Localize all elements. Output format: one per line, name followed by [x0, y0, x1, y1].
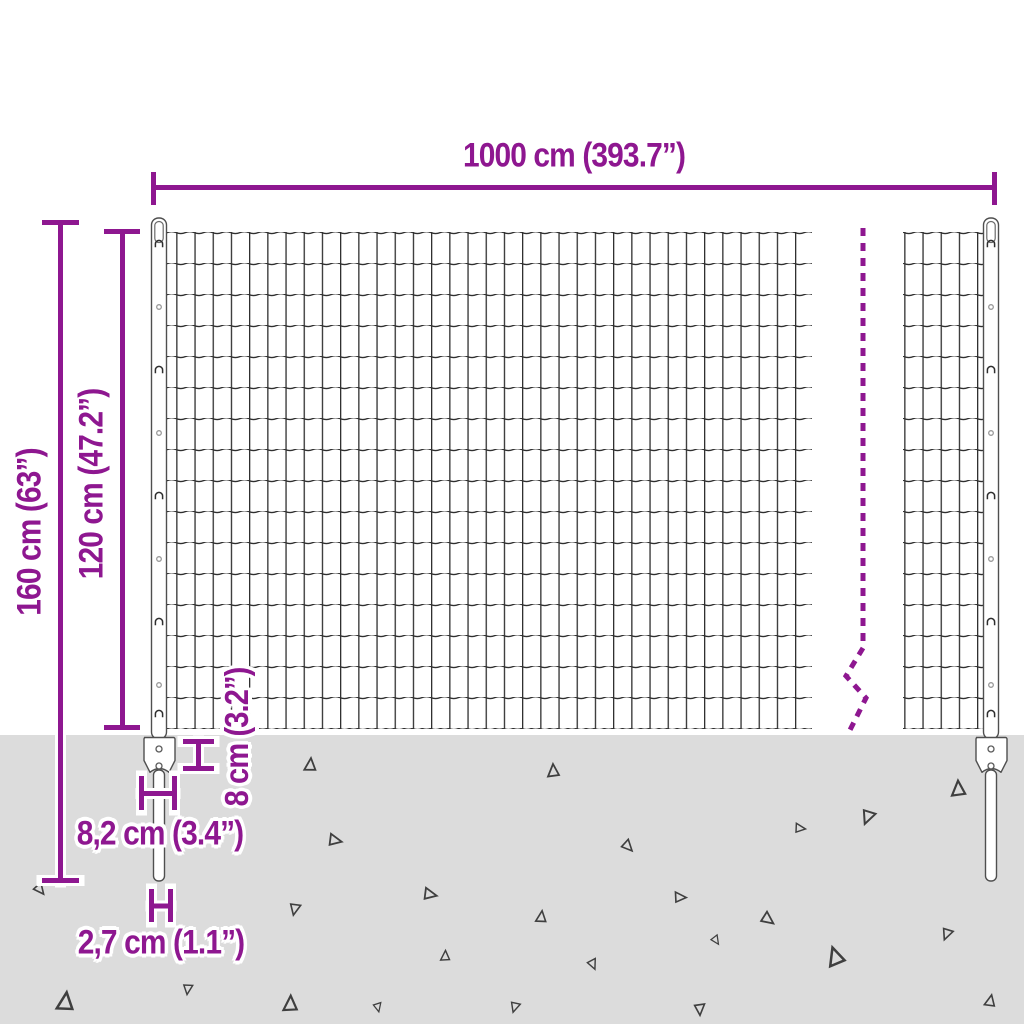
- dimension-label-mesh-height: 120 cm (47.2”): [72, 388, 111, 580]
- dimension-total-height-line: [36, 216, 85, 888]
- anchor-plate-right: [975, 736, 1008, 882]
- dimension-width-line: [151, 172, 997, 205]
- dimension-label-anchor-depth: 8 cm (3.2”): [218, 667, 255, 807]
- dimension-label-total-height: 160 cm (63”): [10, 448, 49, 616]
- dimension-label-plate-width: 8,2 cm (3.4”): [76, 814, 244, 853]
- dimension-spike-width-marker: [145, 883, 177, 928]
- fence-post-right: [984, 218, 999, 739]
- fence-mesh: [158, 232, 999, 729]
- dimension-mesh-height-line: [104, 229, 140, 730]
- dimension-anchor-depth-marker: [177, 735, 220, 774]
- break-line-icon: [842, 228, 870, 736]
- dimension-label-spike-width: 2,7 cm (1.1”): [77, 923, 245, 962]
- dimension-label-width: 1000 cm (393.7”): [462, 136, 686, 175]
- fence-post-left: [152, 218, 167, 739]
- dimension-plate-width-marker: [135, 770, 181, 816]
